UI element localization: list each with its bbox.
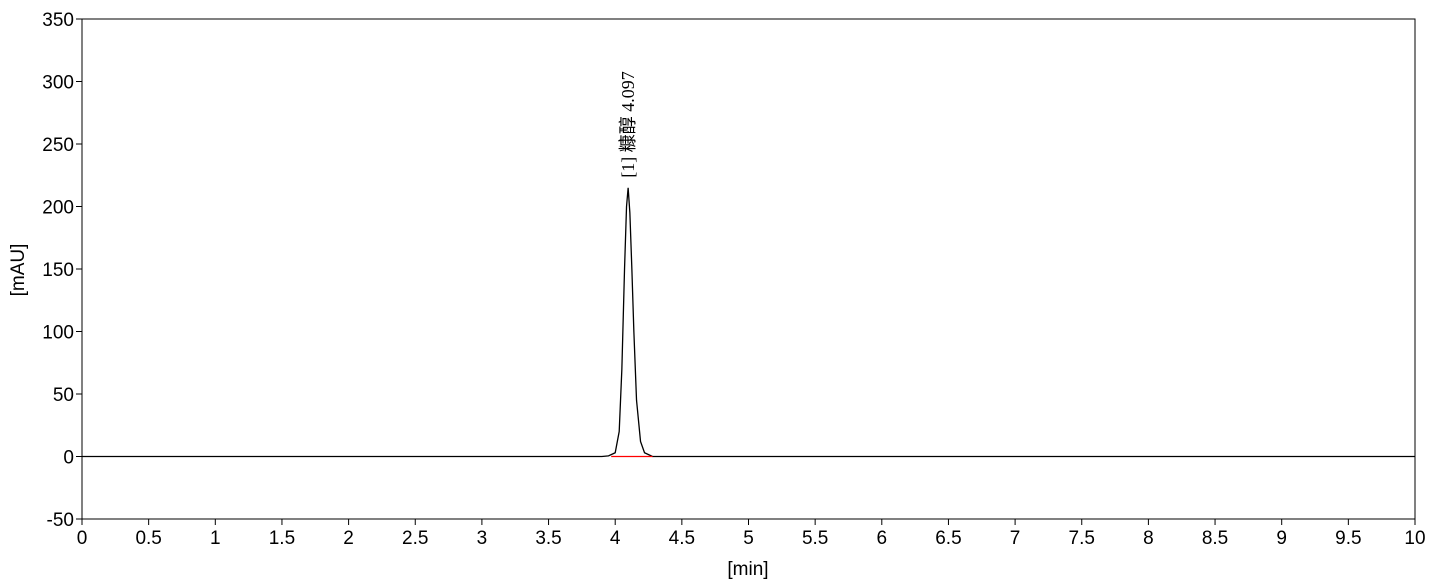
x-tick-label: 8.5 [1202, 528, 1228, 549]
y-axis-label: [mAU] [8, 244, 29, 297]
x-tick-label: 3.5 [535, 528, 561, 549]
y-tick-label: 250 [42, 135, 74, 156]
x-tick-label: 5.5 [802, 528, 828, 549]
x-tick-label: 10 [1404, 528, 1425, 549]
x-tick-label: 9 [1276, 528, 1287, 549]
x-tick-label: 0 [77, 528, 88, 549]
x-tick-label: 2.5 [402, 528, 428, 549]
y-tick-label: 50 [53, 385, 74, 406]
x-tick-label: 1.5 [269, 528, 295, 549]
x-tick-label: 5 [743, 528, 754, 549]
x-tick-label: 3 [477, 528, 488, 549]
y-tick-label: 100 [42, 323, 74, 344]
y-tick-label: -50 [47, 510, 74, 531]
x-tick-label: 4.5 [669, 528, 695, 549]
y-tick-label: 200 [42, 198, 74, 219]
x-tick-label: 2 [343, 528, 354, 549]
x-tick-label: 7.5 [1069, 528, 1095, 549]
x-tick-label: 6.5 [935, 528, 961, 549]
y-tick-label: 300 [42, 73, 74, 94]
x-tick-label: 8 [1143, 528, 1154, 549]
x-tick-label: 4 [610, 528, 621, 549]
x-tick-label: 7 [1010, 528, 1021, 549]
plot-frame [81, 18, 1416, 520]
y-tick-label: 150 [42, 260, 74, 281]
x-tick-label: 1 [210, 528, 221, 549]
x-tick-label: 0.5 [135, 528, 161, 549]
y-tick-label: 0 [63, 448, 74, 469]
y-tick-label: 350 [42, 10, 74, 31]
x-tick-label: 9.5 [1335, 528, 1361, 549]
x-tick-label: 6 [877, 528, 888, 549]
peak-annotation: [1] 糠醇 4.097 [617, 71, 638, 178]
x-axis-label: [min] [727, 559, 768, 580]
trace [82, 187, 1415, 458]
